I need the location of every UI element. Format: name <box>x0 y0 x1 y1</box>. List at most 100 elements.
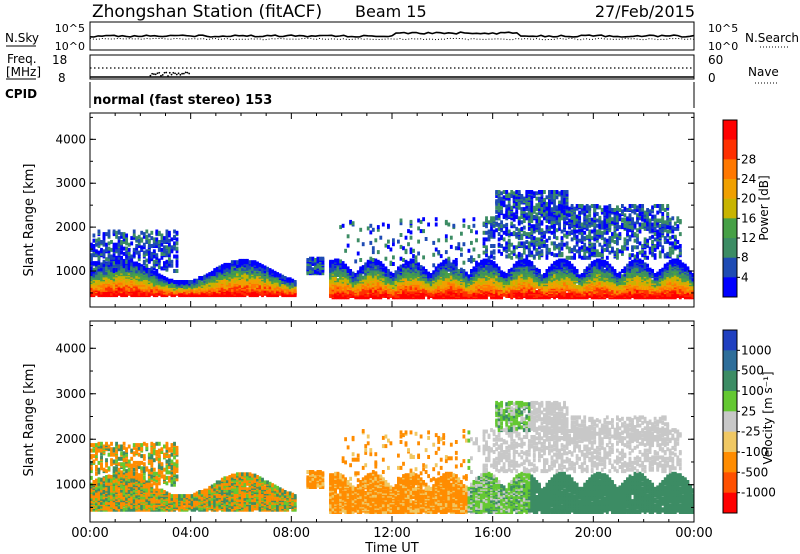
power-cell <box>117 247 121 252</box>
power-cell <box>387 239 390 244</box>
power-cell <box>520 200 524 205</box>
power-cell <box>165 238 169 243</box>
power-cell <box>102 240 106 244</box>
power-cell <box>115 242 119 247</box>
power-cell <box>251 291 254 296</box>
nave-dip-dot <box>186 71 189 74</box>
power-cell <box>412 248 415 253</box>
power-cell <box>236 264 239 269</box>
power-cell <box>495 221 499 226</box>
power-cell <box>565 221 569 226</box>
power-cell <box>135 244 139 248</box>
power-cell <box>371 263 375 268</box>
power-cell <box>346 266 350 271</box>
power-cell <box>427 222 431 227</box>
power-cell <box>364 262 368 267</box>
power-cell <box>180 291 184 296</box>
power-cell <box>248 260 252 265</box>
power-cell <box>560 271 564 276</box>
power-cell <box>142 250 146 255</box>
power-cell <box>236 280 239 284</box>
power-cell <box>168 233 171 238</box>
power-cell <box>175 254 179 259</box>
power-cell <box>578 222 582 227</box>
power-cell <box>409 258 413 263</box>
power-cell <box>220 274 224 279</box>
power-cell <box>107 249 111 254</box>
power-cell <box>535 247 539 252</box>
power-cell <box>520 220 524 225</box>
power-cell <box>236 260 239 265</box>
power-cell <box>200 286 204 291</box>
power-cell <box>210 286 214 291</box>
power-cell <box>130 258 134 263</box>
power-cell <box>465 276 468 281</box>
power-cell <box>344 263 348 268</box>
power-cell <box>419 292 423 297</box>
power-cell <box>548 200 551 205</box>
power-cell <box>351 271 355 276</box>
power-cell <box>175 230 179 235</box>
power-cell <box>137 238 141 243</box>
power-cell <box>399 233 403 237</box>
power-cell <box>545 195 549 200</box>
power-cell <box>439 254 443 259</box>
power-cell <box>553 194 556 198</box>
power-cell <box>127 247 131 252</box>
power-cell <box>198 278 202 283</box>
power-cell <box>105 257 108 262</box>
power-cell <box>387 244 390 249</box>
nave-dip-dot <box>161 74 164 76</box>
power-cell <box>354 273 358 277</box>
power-cell <box>527 190 531 194</box>
power-cell <box>241 266 244 271</box>
power-cell <box>578 254 582 259</box>
power-cell <box>92 244 96 248</box>
cpid-label: CPID <box>5 87 37 101</box>
power-cell <box>543 230 546 235</box>
power-cell <box>190 280 194 284</box>
power-cell <box>575 249 579 254</box>
power-cell <box>482 221 486 226</box>
power-cell <box>485 253 488 258</box>
nave-dip-dot <box>163 71 166 74</box>
power-cell <box>548 225 551 230</box>
power-cell <box>173 269 176 273</box>
power-cell <box>173 254 176 259</box>
power-cell <box>545 238 549 243</box>
power-cell <box>321 256 325 261</box>
power-cell <box>485 258 488 263</box>
power-cell <box>175 249 179 254</box>
power-cell <box>361 242 365 247</box>
power-cell <box>439 262 443 267</box>
power-cell <box>246 262 249 267</box>
power-cell <box>253 260 257 265</box>
power-cell <box>532 224 536 229</box>
power-cell <box>225 272 229 277</box>
power-cell <box>444 234 448 239</box>
power-cell <box>115 255 119 260</box>
power-cell <box>349 290 353 295</box>
power-cell <box>540 249 544 254</box>
power-cell <box>525 201 529 206</box>
power-cell <box>175 280 179 284</box>
power-cell <box>225 289 229 294</box>
power-cell <box>100 262 103 267</box>
power-cell <box>555 228 559 233</box>
power-cell <box>555 205 559 210</box>
power-cell <box>384 266 388 271</box>
power-cell <box>233 269 237 274</box>
nave-dip-dot <box>172 71 175 74</box>
power-cell <box>515 254 519 259</box>
power-cell <box>356 251 360 256</box>
power-cell <box>538 222 541 227</box>
power-cell <box>150 236 154 241</box>
power-cell <box>515 215 519 219</box>
power-cell <box>369 256 373 261</box>
power-cell <box>203 285 207 290</box>
power-cell <box>112 242 116 247</box>
power-cell <box>152 242 156 247</box>
power-cell <box>583 269 587 273</box>
power-cell <box>565 216 569 221</box>
power-cell <box>132 229 136 234</box>
